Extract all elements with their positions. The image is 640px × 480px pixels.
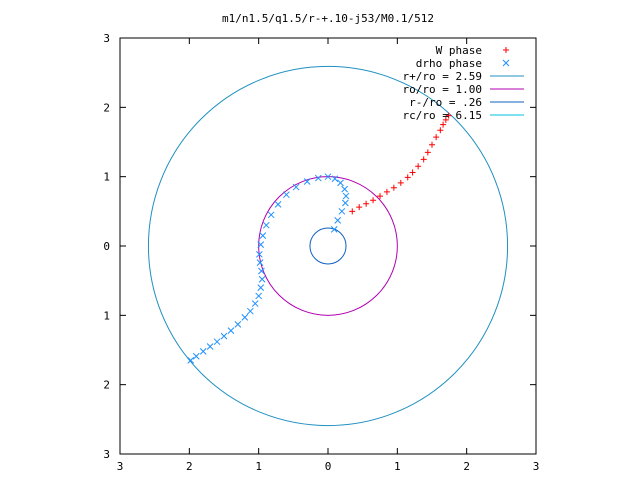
data-point <box>442 116 449 123</box>
data-point <box>256 250 263 258</box>
data-point <box>246 307 254 315</box>
x-tick-label: 3 <box>533 460 540 473</box>
data-point <box>429 141 435 148</box>
data-point <box>363 200 370 207</box>
data-point <box>324 173 332 181</box>
circle-r-1 <box>258 176 398 316</box>
x-tick-label: 0 <box>325 460 332 473</box>
data-point <box>404 174 411 181</box>
data-point <box>220 332 228 340</box>
y-tick-label: 2 <box>103 379 110 392</box>
data-point <box>356 204 363 211</box>
series-w-phase <box>349 112 452 215</box>
data-point <box>370 197 377 204</box>
data-point <box>241 314 249 321</box>
legend-label: rc/ro = 6.15 <box>403 109 482 122</box>
data-point <box>338 207 346 215</box>
y-tick-label: 2 <box>103 101 110 114</box>
data-point <box>440 121 447 128</box>
data-series <box>187 112 452 364</box>
data-point <box>349 208 356 215</box>
data-point <box>274 201 282 208</box>
legend-label: r+/ro = 2.59 <box>403 70 482 83</box>
legend-label: ro/ro = 1.00 <box>403 83 482 96</box>
data-point <box>415 163 422 170</box>
legend-marker <box>502 59 510 67</box>
data-point <box>257 241 265 248</box>
data-point <box>257 284 265 291</box>
data-point <box>187 357 195 364</box>
data-point <box>292 183 300 191</box>
data-point <box>337 179 344 187</box>
y-tick-label: 1 <box>103 171 110 184</box>
data-point <box>255 292 263 300</box>
data-point <box>303 178 311 185</box>
data-point <box>206 343 214 350</box>
data-point <box>258 267 265 275</box>
data-point <box>258 275 266 283</box>
data-point <box>420 156 427 163</box>
data-point <box>213 338 221 346</box>
y-tick-label: 0 <box>103 240 110 253</box>
x-tick-label: 2 <box>186 460 193 473</box>
data-point <box>199 348 207 355</box>
x-tick-label: 1 <box>255 460 262 473</box>
data-point <box>433 134 440 141</box>
data-point <box>409 169 416 176</box>
y-tick-label: 1 <box>103 309 110 322</box>
data-point <box>383 188 390 195</box>
data-point <box>256 259 264 266</box>
data-point <box>234 320 242 328</box>
data-point <box>341 185 348 193</box>
data-point <box>251 300 259 307</box>
data-point <box>192 352 200 360</box>
chart-title: m1/n1.5/q1.5/r-+.10-j53/M0.1/512 <box>222 12 434 25</box>
legend-label: W phase <box>436 44 482 57</box>
circle-r-0-26 <box>309 227 347 265</box>
legend-label: r-/ro = .26 <box>409 96 482 109</box>
data-point <box>227 327 235 334</box>
x-tick-label: 1 <box>394 460 401 473</box>
y-tick-label: 3 <box>103 448 110 461</box>
data-point <box>259 232 267 239</box>
data-point <box>283 191 290 199</box>
data-point <box>377 193 383 200</box>
x-tick-label: 2 <box>463 460 470 473</box>
legend-marker <box>503 47 509 53</box>
series-drho-phase <box>187 173 350 364</box>
legend-label: drho phase <box>416 57 482 70</box>
data-point <box>267 211 275 219</box>
data-point <box>445 112 452 119</box>
data-point <box>262 221 270 229</box>
data-point <box>342 192 350 200</box>
circle-r-2-59 <box>147 65 509 427</box>
data-point <box>330 226 338 233</box>
data-point <box>437 127 444 134</box>
data-point <box>397 179 404 186</box>
data-point <box>314 174 322 182</box>
data-point <box>341 199 349 207</box>
data-point <box>334 216 342 224</box>
data-point <box>331 175 339 183</box>
x-tick-label: 3 <box>117 460 124 473</box>
y-tick-label: 3 <box>103 32 110 45</box>
data-point <box>390 184 397 191</box>
data-point <box>424 149 431 156</box>
